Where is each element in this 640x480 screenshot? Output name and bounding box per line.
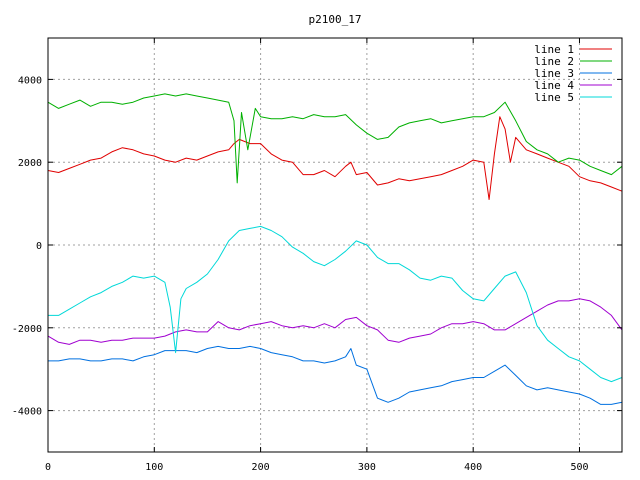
series-line-2 xyxy=(47,93,623,184)
y-tick-label: 4000 xyxy=(18,75,42,86)
x-axis-ticks: 0 100 200 300 400 500 xyxy=(45,38,589,473)
x-tick-label: 500 xyxy=(570,462,588,473)
series-line-1 xyxy=(47,116,623,200)
y-axis-ticks: -4000 -2000 0 2000 4000 xyxy=(12,75,622,418)
y-tick-label: -4000 xyxy=(12,407,42,418)
legend-label: line 5 xyxy=(534,91,574,104)
x-tick-label: 400 xyxy=(464,462,482,473)
x-tick-label: 100 xyxy=(145,462,163,473)
chart-title: p2100_17 xyxy=(309,13,362,26)
legend-label: line 2 xyxy=(534,55,574,68)
y-tick-label: 2000 xyxy=(18,158,42,169)
legend-label: line 3 xyxy=(534,67,574,80)
x-tick-label: 0 xyxy=(45,462,51,473)
series-line-3 xyxy=(48,345,623,405)
y-tick-label: 0 xyxy=(36,241,42,252)
y-tick-label: -2000 xyxy=(12,324,42,335)
series-line-4 xyxy=(47,298,623,345)
legend-label: line 1 xyxy=(534,43,574,56)
legend-label: line 4 xyxy=(534,79,574,92)
series-line-5 xyxy=(48,225,623,383)
x-tick-label: 200 xyxy=(252,462,270,473)
series-lines xyxy=(47,93,623,405)
x-tick-label: 300 xyxy=(358,462,376,473)
